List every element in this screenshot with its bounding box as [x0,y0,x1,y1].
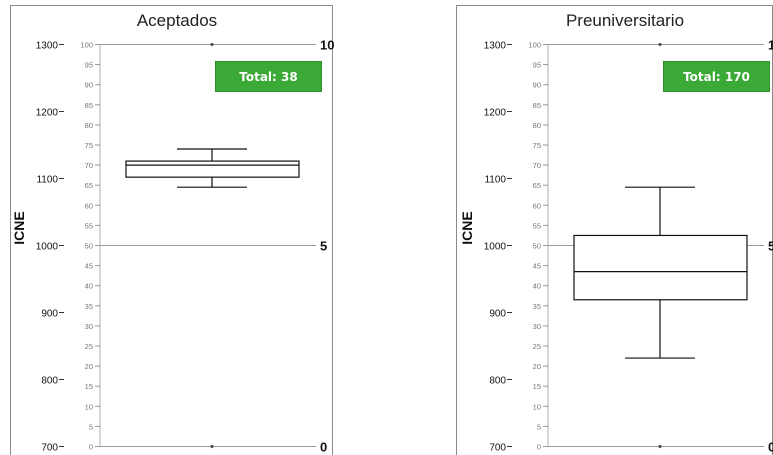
chart-panel-aceptados: AceptadosICNE700800900100011001200130005… [10,5,334,455]
inner-tick-label: 30 [85,322,93,331]
inner-tick-label: 30 [533,322,541,331]
left-tick-label: 800 [489,376,506,387]
total-label-aceptados: Total: 38 [239,69,298,84]
inner-tick-label: 100 [80,41,93,50]
iqr-box [125,160,300,178]
inner-tick-label: 65 [85,181,93,190]
total-label-preuniversitario: Total: 170 [683,69,750,84]
inner-tick-label: 50 [533,242,541,251]
inner-tick-label: 60 [85,201,93,210]
left-tick-label: 1200 [36,108,59,119]
inner-tick-label: 5 [537,422,541,431]
inner-tick-label: 0 [537,443,541,452]
inner-tick-label: 25 [533,342,541,351]
inner-tick-label: 75 [85,141,93,150]
marker-dot [210,42,214,47]
inner-tick-label: 35 [533,302,541,311]
marker-dot [658,42,662,47]
left-tick-label: 1300 [484,41,507,52]
inner-tick-label: 100 [528,41,541,50]
inner-tick-label: 60 [533,201,541,210]
right-axis-label: 5 [320,239,327,254]
y-axis-label: ICNE [459,211,475,244]
inner-tick-label: 15 [85,382,93,391]
inner-tick-label: 85 [85,101,93,110]
inner-tick-label: 10 [533,402,541,411]
left-tick-label: 1200 [484,108,507,119]
iqr-box [573,234,748,301]
inner-tick-label: 15 [533,382,541,391]
right-axis-label: 0 [320,440,327,455]
inner-tick-label: 65 [533,181,541,190]
inner-tick-label: 10 [85,402,93,411]
inner-tick-label: 70 [85,161,93,170]
inner-tick-label: 80 [85,121,93,130]
left-tick-label: 1000 [36,242,59,253]
right-axis-label: 10 [320,38,334,53]
inner-tick-label: 20 [85,362,93,371]
box-plot [125,148,300,188]
inner-tick-label: 0 [89,443,93,452]
left-tick-label: 1300 [36,41,59,52]
right-axis-label: 0 [768,440,773,455]
marker-dot [210,444,214,449]
left-tick-label: 900 [489,309,506,320]
inner-tick-label: 75 [533,141,541,150]
right-axis-label: 5 [768,239,773,254]
inner-tick-label: 70 [533,161,541,170]
inner-tick-label: 85 [533,101,541,110]
left-tick-label: 700 [489,443,506,454]
inner-tick-label: 40 [85,282,93,291]
chart-panel-preuniversitario: PreuniversitarioICNE70080090010001100120… [456,5,773,455]
inner-tick-label: 25 [85,342,93,351]
inner-tick-label: 50 [85,242,93,251]
inner-tick-label: 45 [533,262,541,271]
box-plot [573,186,748,359]
total-badge-aceptados: Total: 38 [215,61,322,92]
left-tick-label: 1000 [484,242,507,253]
left-tick-label: 1100 [36,175,58,186]
left-tick-label: 1100 [484,175,506,186]
inner-tick-label: 35 [85,302,93,311]
inner-tick-label: 55 [533,221,541,230]
inner-tick-label: 90 [85,81,93,90]
inner-tick-label: 40 [533,282,541,291]
inner-tick-label: 90 [533,81,541,90]
inner-tick-label: 55 [85,221,93,230]
inner-tick-label: 20 [533,362,541,371]
inner-tick-label: 5 [89,422,93,431]
inner-tick-label: 95 [85,61,93,70]
chart-title: Aceptados [137,11,217,30]
inner-tick-label: 95 [533,61,541,70]
inner-tick-label: 45 [85,262,93,271]
right-axis-label: 1 [768,38,773,53]
total-badge-preuniversitario: Total: 170 [663,61,770,92]
left-tick-label: 700 [41,443,58,454]
inner-tick-label: 80 [533,121,541,130]
marker-dot [658,444,662,449]
left-tick-label: 800 [41,376,58,387]
y-axis-label: ICNE [11,211,27,244]
left-tick-label: 900 [41,309,58,320]
panel-frame [10,5,333,455]
chart-title: Preuniversitario [566,11,684,30]
